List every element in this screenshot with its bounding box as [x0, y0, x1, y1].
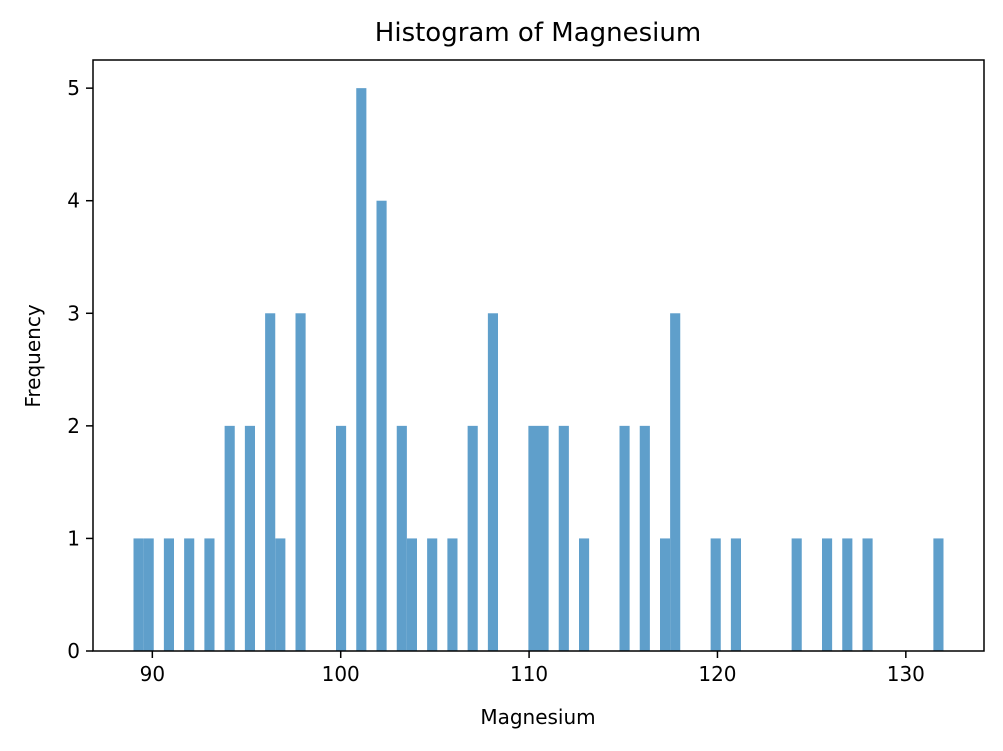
histogram-bar-8	[275, 538, 286, 651]
histogram-bar-25	[660, 538, 671, 651]
histogram-bar-20	[538, 425, 549, 651]
x-tick-label: 130	[887, 662, 925, 686]
y-tick-label: 0	[67, 639, 80, 663]
histogram-bar-14	[406, 538, 417, 651]
x-axis-label: Magnesium	[480, 705, 595, 729]
histogram-bar-2	[163, 538, 174, 651]
histogram-bar-26	[670, 313, 681, 651]
histogram-bar-3	[184, 538, 195, 651]
histogram-bar-33	[933, 538, 944, 651]
histogram-bar-10	[336, 425, 347, 651]
histogram-bar-32	[862, 538, 873, 651]
histogram-bar-13	[396, 425, 407, 651]
y-tick-label: 2	[67, 414, 80, 438]
histogram-bar-16	[447, 538, 458, 651]
x-tick-label: 100	[322, 662, 360, 686]
y-axis-ticks: 0 1 2 3 4 5	[67, 76, 93, 663]
bars-group	[133, 88, 944, 651]
x-tick-label: 110	[510, 662, 548, 686]
histogram-bar-21	[558, 425, 569, 651]
x-tick-label: 90	[140, 662, 165, 686]
histogram-bar-9	[295, 313, 306, 651]
histogram-bar-17	[467, 425, 478, 651]
y-tick-label: 3	[67, 301, 80, 325]
y-tick-label: 4	[67, 189, 80, 213]
histogram-bar-22	[579, 538, 590, 651]
histogram-bar-6	[244, 425, 255, 651]
histogram-bar-28	[730, 538, 741, 651]
histogram-bar-19	[528, 425, 539, 651]
histogram-bar-7	[265, 313, 276, 651]
histogram-bar-23	[619, 425, 630, 651]
y-tick-label: 5	[67, 76, 80, 100]
y-tick-label: 1	[67, 526, 80, 550]
histogram-bar-5	[224, 425, 235, 651]
histogram-bar-18	[487, 313, 498, 651]
histogram-bar-29	[791, 538, 802, 651]
histogram-bar-24	[639, 425, 650, 651]
x-axis-ticks: 90 100 110 120 130	[140, 651, 925, 686]
histogram-bar-0	[133, 538, 144, 651]
histogram-bar-31	[842, 538, 853, 651]
histogram-bar-11	[356, 88, 367, 651]
x-tick-label: 120	[698, 662, 736, 686]
histogram-bar-1	[143, 538, 154, 651]
histogram-bar-30	[822, 538, 833, 651]
chart-title: Histogram of Magnesium	[375, 18, 701, 48]
y-axis-label: Frequency	[21, 304, 45, 407]
histogram-bar-15	[427, 538, 438, 651]
histogram-bar-12	[376, 200, 387, 651]
histogram-bar-4	[204, 538, 215, 651]
plot-frame	[92, 59, 985, 652]
histogram-bar-27	[710, 538, 721, 651]
